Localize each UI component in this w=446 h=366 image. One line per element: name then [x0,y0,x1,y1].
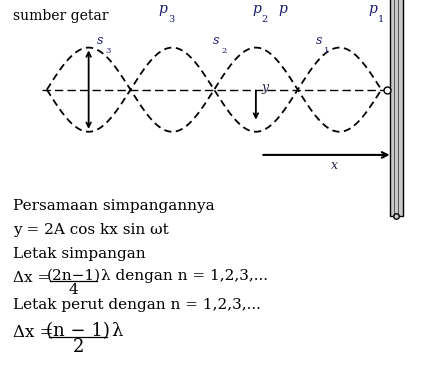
Text: s: s [97,34,103,47]
Bar [390,0,403,216]
Text: x: x [331,159,338,172]
Text: 4: 4 [69,283,78,296]
Text: 1: 1 [324,47,330,55]
Text: p: p [252,2,261,16]
Text: 1: 1 [378,15,384,24]
Text: y: y [261,81,268,94]
Text: y = 2A cos kx sin ωt: y = 2A cos kx sin ωt [13,223,169,237]
Text: 3: 3 [168,15,174,24]
Text: Δx =: Δx = [13,271,55,285]
Text: (2n−1): (2n−1) [46,269,101,283]
Text: Letak simpangan: Letak simpangan [13,247,146,261]
Text: p: p [158,2,167,16]
Text: 2: 2 [222,47,227,55]
Text: 2: 2 [262,15,268,24]
Text: λ dengan n = 1,2,3,...: λ dengan n = 1,2,3,... [101,269,268,283]
Text: Δx =: Δx = [13,324,59,341]
Text: Letak perut dengan n = 1,2,3,...: Letak perut dengan n = 1,2,3,... [13,298,261,312]
Text: λ: λ [112,322,123,340]
Text: s: s [213,34,219,47]
Text: Persamaan simpangannya: Persamaan simpangannya [13,199,215,213]
Text: 3: 3 [106,47,111,55]
Text: 2: 2 [72,338,84,356]
Text: sumber getar: sumber getar [13,9,109,23]
Text: s: s [316,34,322,47]
Text: p: p [368,2,377,16]
Text: p: p [279,2,288,16]
Text: (n − 1): (n − 1) [46,322,110,340]
